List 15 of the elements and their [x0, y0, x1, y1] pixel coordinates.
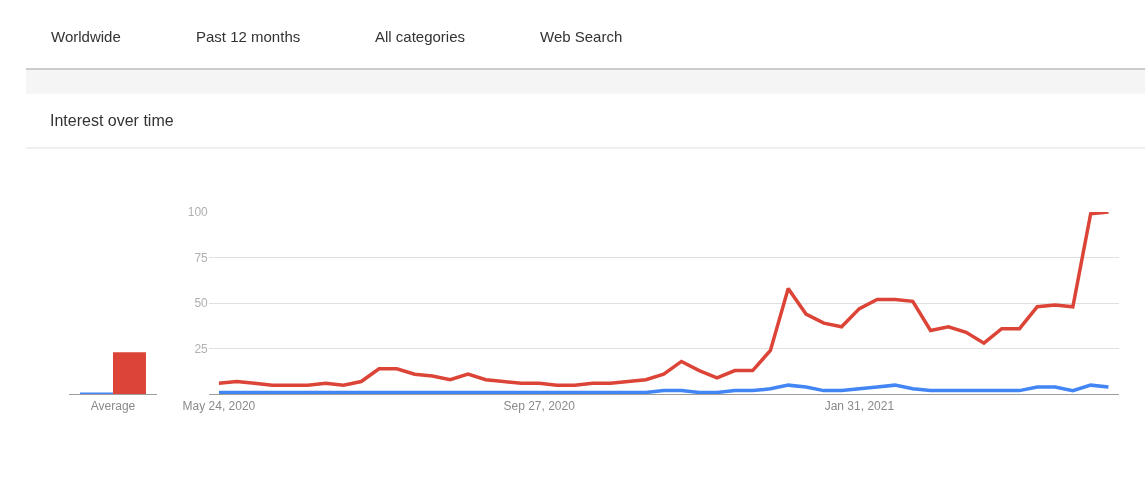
y-tick-label: 25 — [194, 341, 209, 356]
chart-title: Interest over time — [50, 112, 174, 129]
text: Web Search — [540, 28, 623, 45]
text: All categories — [375, 28, 466, 45]
x-tick-label: Average — [90, 398, 136, 413]
text: Worldwide — [51, 28, 121, 45]
text: Past 12 months — [196, 28, 301, 45]
x-tick-label: Sep 27, 2020 — [503, 398, 576, 413]
x-tick-label: May 24, 2020 — [182, 398, 256, 413]
y-tick-label: 100 — [187, 205, 209, 220]
line-series — [217, 211, 1111, 387]
x-tick-label: Jan 31, 2021 — [824, 398, 895, 413]
y-tick-label: 75 — [194, 250, 209, 265]
y-tick-label: 50 — [194, 296, 209, 311]
line-series — [217, 383, 1111, 395]
